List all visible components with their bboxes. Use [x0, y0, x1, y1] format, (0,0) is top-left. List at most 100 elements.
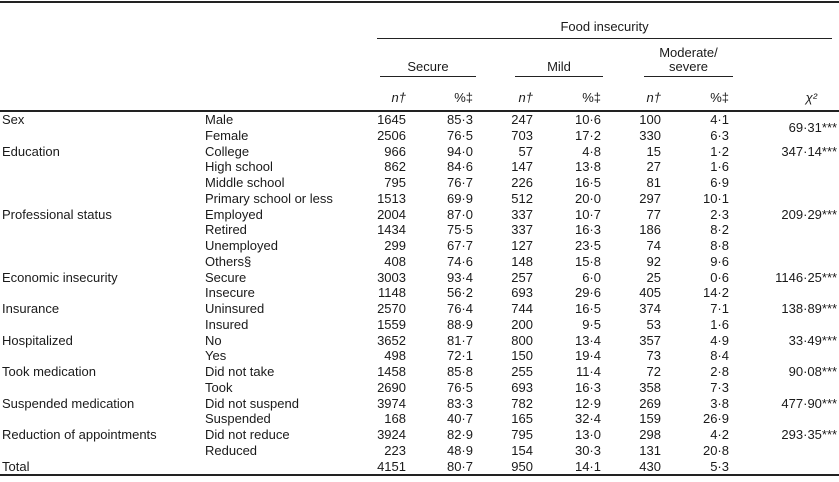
modsev-n-cell: 186 — [639, 222, 661, 238]
chi-square-cell: 138·89*** — [781, 301, 838, 316]
mild-n-cell: 127 — [511, 238, 533, 253]
modsev-pct-cell: 1·6 — [710, 316, 729, 332]
secure-pct-cell: 80·7 — [412, 458, 479, 477]
subcategory-label: High school — [205, 159, 273, 175]
category-label: Sex — [2, 112, 25, 127]
modsev-pct-cell: 4·9 — [710, 332, 729, 348]
subcategory-label: Uninsured — [205, 301, 265, 316]
col-header-pct-secure: %‡ — [412, 77, 479, 112]
chi-square-cell: 293·35*** — [781, 427, 838, 442]
modsev-n-cell: 92 — [646, 253, 661, 269]
table-row: Primary school or less 1513 69·9 512 20·0 297… — [0, 191, 839, 207]
chi-square-cell: 347·14*** — [781, 143, 838, 159]
secure-n-cell: 1645 — [377, 112, 406, 127]
chi-square-cell: 477·90*** — [781, 395, 838, 411]
mild-n-cell: 512 — [511, 190, 533, 206]
mild-n-cell: 150 — [511, 348, 533, 364]
modsev-n-cell: 405 — [639, 285, 661, 301]
col-header-n-moderate-severe: n† — [607, 77, 667, 112]
group-header-severe-line: severe — [668, 58, 709, 74]
subcategory-label: Employed — [205, 206, 263, 222]
table-header: Food insecurity Secure Mild Moderate/sev… — [0, 2, 839, 112]
category-label: Economic insecurity — [2, 269, 118, 285]
table-row: Education College 966 94·0 57 4·8 15 1·2 347·14*… — [0, 144, 839, 160]
secure-n-cell: 3974 — [377, 395, 406, 411]
modsev-n-cell: 53 — [646, 316, 661, 332]
table-row: Yes 498 72·1 150 19·4 73 8·4 — [0, 348, 839, 364]
modsev-n-cell: 81 — [646, 175, 661, 190]
mild-pct-cell: 13·4 — [574, 332, 601, 348]
table-row: Insecure 1148 56·2 693 29·6 405 14·2 — [0, 285, 839, 301]
table-row: Retired 1434 75·5 337 16·3 186 8·2 — [0, 222, 839, 238]
modsev-pct-cell: 14·2 — [702, 285, 729, 301]
mild-pct-cell: 29·6 — [574, 285, 601, 301]
table-row: Hospitalized No 3652 81·7 800 13·4 357 4·9 33·49… — [0, 333, 839, 349]
column-header-spacer — [0, 77, 372, 112]
modsev-pct-cell: 6·3 — [710, 127, 729, 143]
modsev-n-cell: 15 — [646, 143, 661, 159]
table-row: Economic insecurity Secure 3003 93·4 257 6·0 2… — [0, 270, 839, 286]
modsev-n-cell: 77 — [646, 206, 661, 222]
category-label — [0, 443, 205, 459]
secure-n-cell: 4151 — [372, 458, 412, 477]
mild-n-cell: 255 — [511, 364, 533, 379]
spanner-row-spacer — [0, 2, 372, 39]
table-row: Unemployed 299 67·7 127 23·5 74 8·8 — [0, 238, 839, 254]
category-label: Suspended medication — [2, 395, 135, 411]
group-row-spacer — [0, 39, 372, 77]
chi-square-cell: 33·49*** — [788, 332, 838, 348]
mild-pct-cell: 16·3 — [574, 222, 601, 238]
modsev-pct-cell: 1·2 — [710, 143, 729, 159]
secure-pct-cell: 69·9 — [446, 190, 473, 206]
modsev-n-cell: 131 — [639, 442, 661, 458]
spanner-cell: Food insecurity — [372, 2, 839, 39]
modsev-n-cell: 100 — [639, 112, 661, 127]
subcategory-label: Did not take — [205, 364, 275, 379]
mild-pct-cell: 9·5 — [582, 316, 601, 332]
chi-square-cell: 90·08*** — [788, 364, 838, 379]
table-row: Insurance Uninsured 2570 76·4 744 16·5 374 7·1 1… — [0, 301, 839, 317]
category-label: Education — [2, 143, 60, 159]
secure-n-cell: 3924 — [377, 427, 406, 442]
secure-pct-cell: 76·4 — [446, 301, 473, 316]
secure-pct-cell: 40·7 — [446, 411, 473, 427]
mild-n-cell: 782 — [511, 395, 533, 411]
category-label — [0, 128, 205, 144]
table-row: Reduced 223 48·9 154 30·3 131 20·8 — [0, 443, 839, 459]
mild-pct-cell: 10·6 — [574, 112, 601, 127]
modsev-pct-cell: 8·2 — [710, 222, 729, 238]
secure-pct-cell: 81·7 — [446, 332, 473, 348]
mild-pct-cell: 13·0 — [574, 427, 601, 442]
mild-n-cell: 950 — [479, 458, 539, 477]
secure-pct-cell: 75·5 — [446, 222, 473, 238]
mild-pct-cell: 10·7 — [574, 206, 601, 222]
secure-n-cell: 168 — [384, 411, 406, 427]
category-label: Hospitalized — [2, 332, 73, 348]
group-header-secure: Secure — [380, 59, 476, 77]
modsev-n-cell: 72 — [646, 364, 661, 379]
group-header-mild: Mild — [515, 59, 603, 77]
secure-n-cell: 498 — [384, 348, 406, 364]
mild-n-cell: 247 — [511, 112, 533, 127]
secure-n-cell: 1458 — [377, 364, 406, 379]
modsev-pct-cell: 8·8 — [710, 238, 729, 253]
secure-n-cell: 2004 — [377, 206, 406, 222]
modsev-n-cell: 330 — [639, 127, 661, 143]
group-header-row: Secure Mild Moderate/severe — [0, 39, 839, 77]
secure-pct-cell: 82·9 — [446, 427, 473, 442]
modsev-n-cell: 357 — [639, 332, 661, 348]
subcategory-label: Yes — [205, 348, 227, 364]
secure-n-cell: 966 — [384, 143, 406, 159]
modsev-n-cell: 430 — [607, 458, 667, 477]
secure-n-cell: 3003 — [377, 269, 406, 285]
modsev-n-cell: 297 — [639, 190, 661, 206]
subcategory-label: Suspended — [205, 411, 271, 427]
column-header-row: n† %‡ n† %‡ n† %‡ χ² — [0, 77, 839, 112]
secure-pct-cell: 85·8 — [446, 364, 473, 379]
secure-n-cell: 408 — [384, 253, 406, 269]
mild-pct-cell: 14·1 — [539, 458, 607, 477]
subcategory-label: Primary school or less — [205, 190, 333, 206]
col-header-pct-moderate-severe: %‡ — [667, 77, 735, 112]
